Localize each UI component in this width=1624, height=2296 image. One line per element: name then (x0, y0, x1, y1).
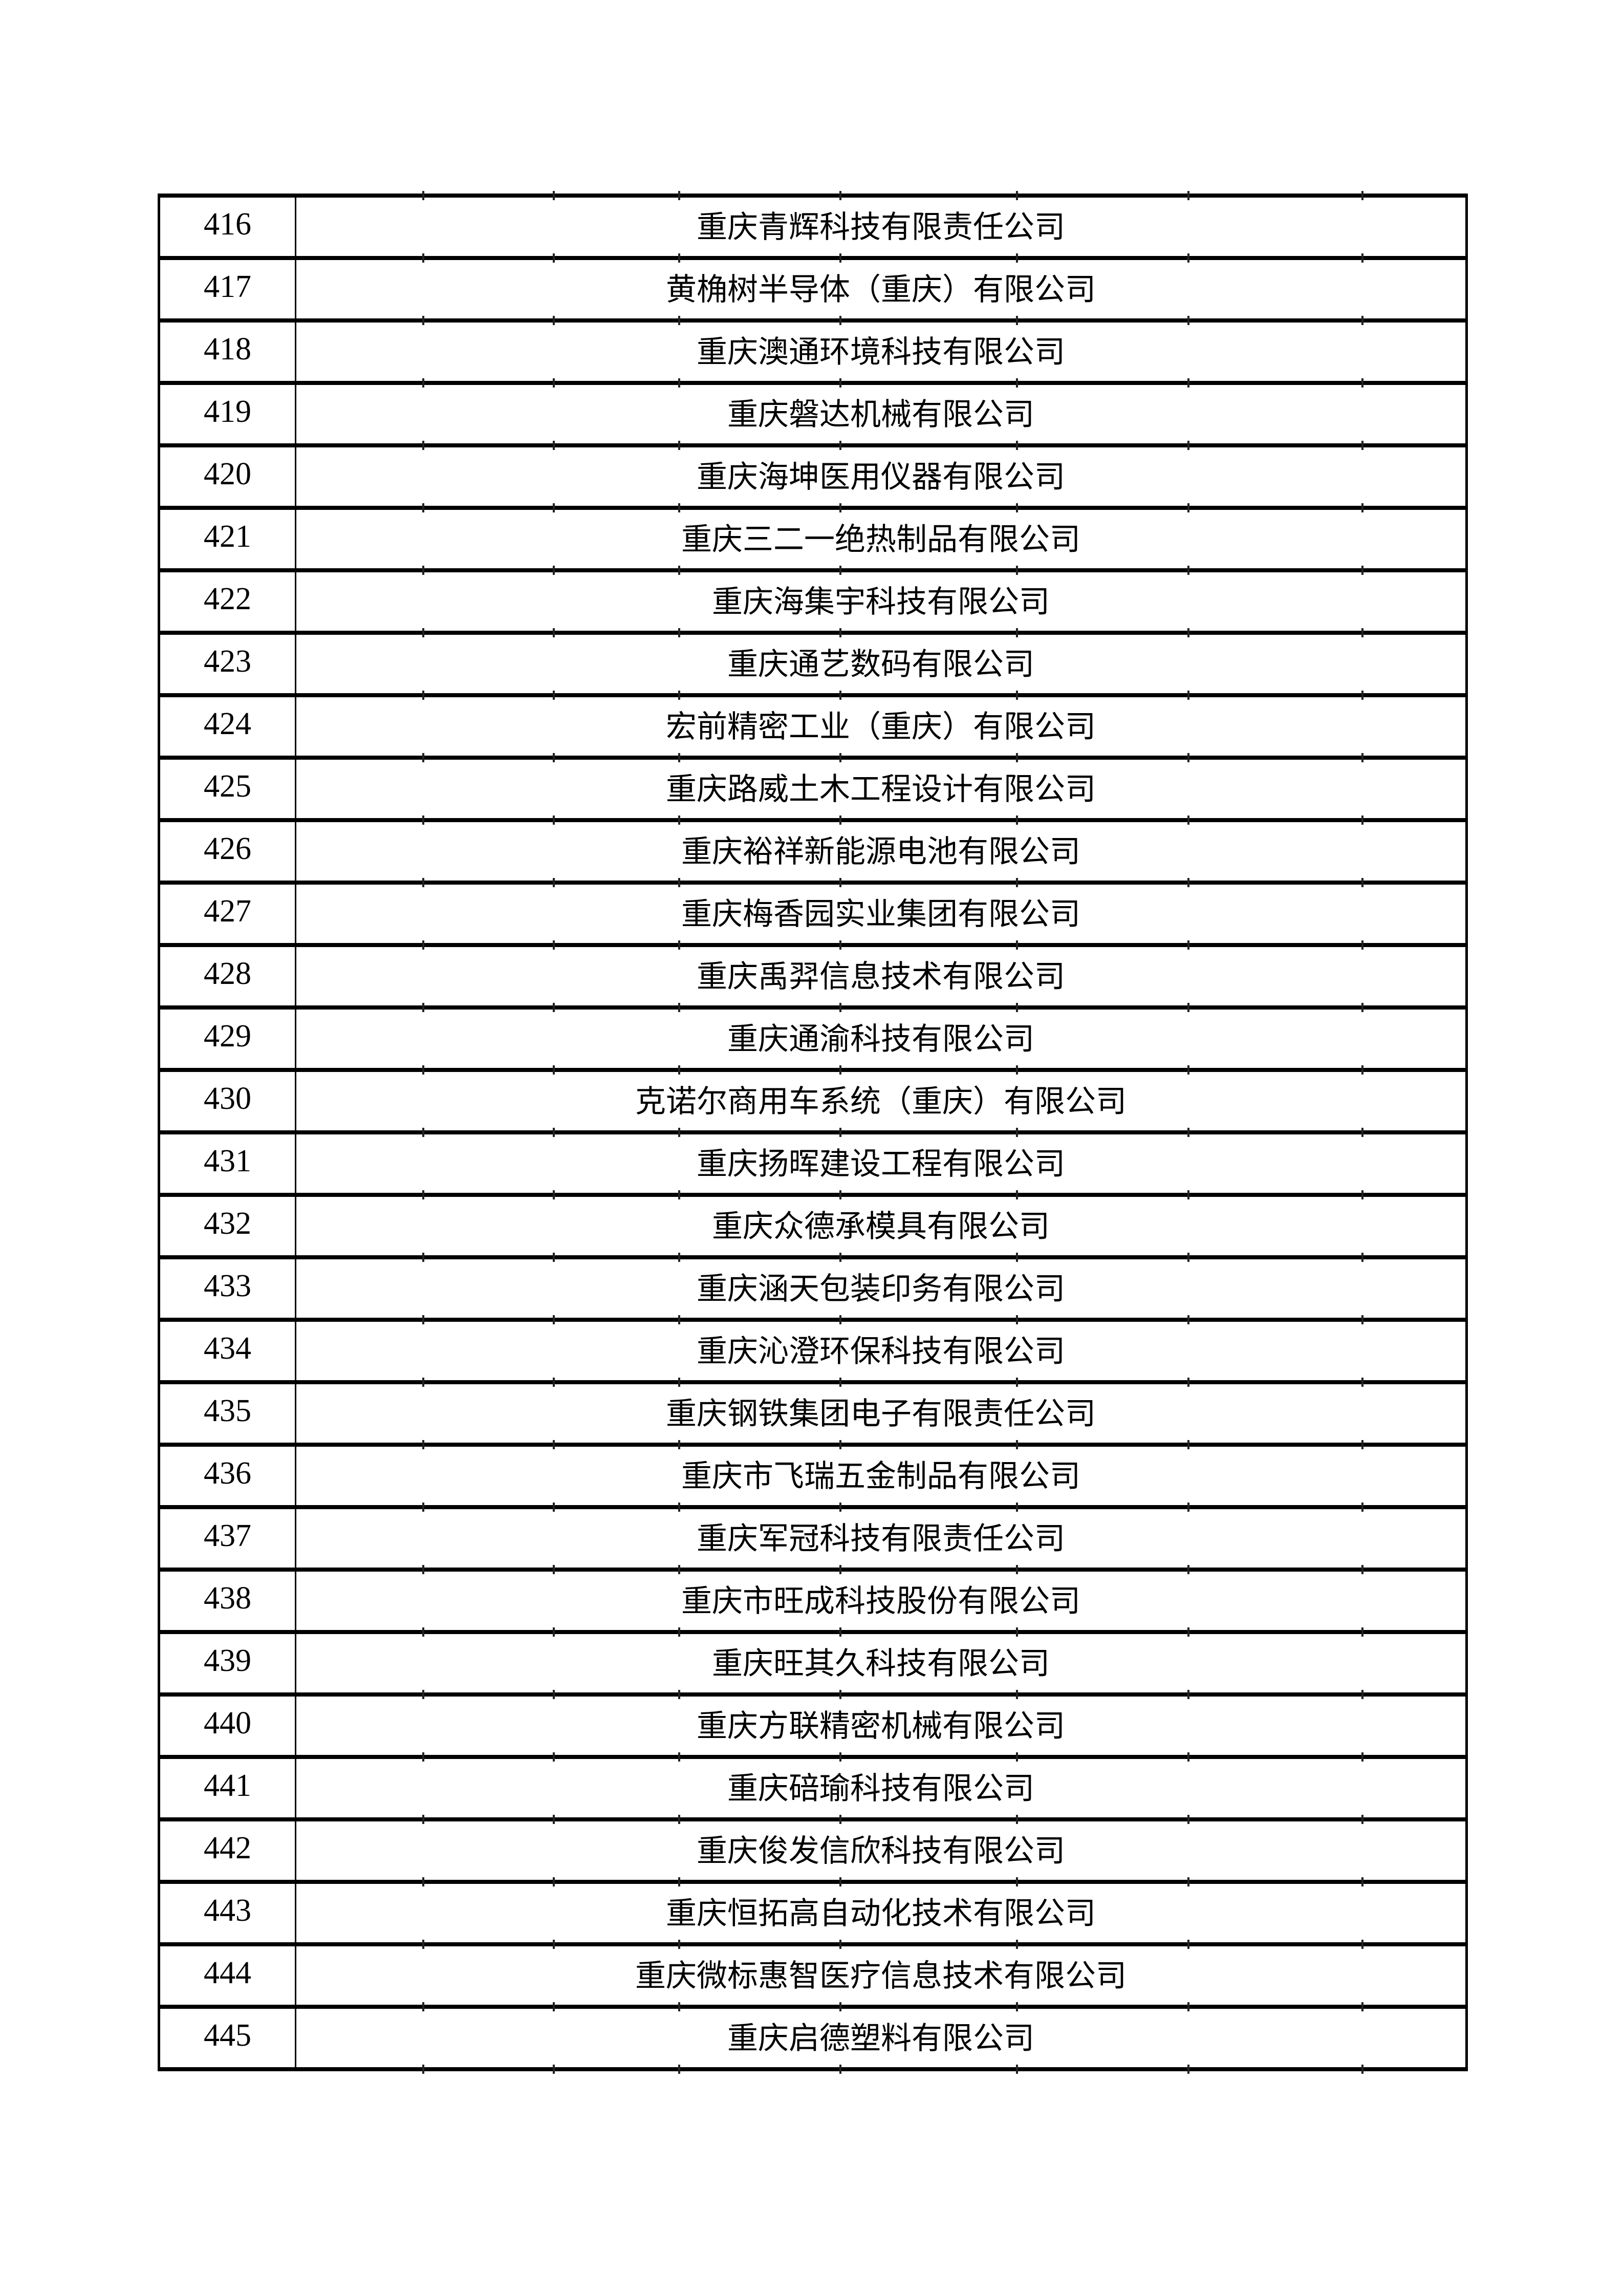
row-number-cell: 436 (160, 1447, 296, 1505)
row-number-cell: 424 (160, 697, 296, 756)
row-number-cell: 423 (160, 635, 296, 693)
table-row: 417 黄桷树半导体（重庆）有限公司 (160, 260, 1465, 325)
row-number-cell: 445 (160, 2009, 296, 2067)
table-row: 418 重庆澳通环境科技有限公司 (160, 323, 1465, 388)
table-row: 422 重庆海集宇科技有限公司 (160, 572, 1465, 637)
company-name-cell: 重庆通艺数码有限公司 (727, 647, 1034, 681)
company-name-cell: 重庆碚瑜科技有限公司 (727, 1771, 1034, 1806)
table-row: 435 重庆钢铁集团电子有限责任公司 (160, 1384, 1465, 1449)
table-row: 433 重庆涵天包装印务有限公司 (160, 1259, 1465, 1324)
company-name-cell: 重庆市飞瑞五金制品有限公司 (681, 1459, 1080, 1493)
row-number-cell: 418 (160, 323, 296, 381)
row-number-cell: 439 (160, 1634, 296, 1692)
table-row: 416 重庆青辉科技有限责任公司 (160, 198, 1465, 263)
table-row: 440 重庆方联精密机械有限公司 (160, 1697, 1465, 1762)
company-name-cell: 重庆涵天包装印务有限公司 (697, 1272, 1065, 1306)
row-number-cell: 438 (160, 1572, 296, 1630)
row-number-cell: 416 (160, 198, 296, 256)
company-name-cell: 黄桷树半导体（重庆）有限公司 (666, 272, 1096, 307)
table-row: 430 克诺尔商用车系统（重庆）有限公司 (160, 1072, 1465, 1137)
table-row: 437 重庆军冠科技有限责任公司 (160, 1509, 1465, 1574)
company-name-cell: 重庆方联精密机械有限公司 (697, 1709, 1065, 1743)
company-name-cell: 重庆市旺成科技股份有限公司 (681, 1584, 1080, 1618)
row-number-cell: 421 (160, 510, 296, 568)
row-number-cell: 422 (160, 572, 296, 631)
row-number-cell: 444 (160, 1946, 296, 2005)
table-row: 439 重庆旺其久科技有限公司 (160, 1634, 1465, 1699)
company-name-cell: 重庆恒拓高自动化技术有限公司 (666, 1896, 1096, 1930)
table-row: 423 重庆通艺数码有限公司 (160, 635, 1465, 700)
row-number-cell: 420 (160, 447, 296, 506)
company-name-cell: 克诺尔商用车系统（重庆）有限公司 (635, 1084, 1127, 1119)
company-name-cell: 重庆澳通环境科技有限公司 (697, 335, 1065, 369)
row-number-cell: 442 (160, 1821, 296, 1880)
company-name-cell: 重庆路威土木工程设计有限公司 (666, 772, 1096, 806)
row-number-cell: 426 (160, 822, 296, 881)
table-row: 427 重庆梅香园实业集团有限公司 (160, 885, 1465, 950)
company-name-cell: 重庆众德承模具有限公司 (712, 1209, 1050, 1243)
table-row: 426 重庆裕祥新能源电池有限公司 (160, 822, 1465, 887)
table-row: 428 重庆禹羿信息技术有限公司 (160, 947, 1465, 1012)
table-row: 431 重庆扬晖建设工程有限公司 (160, 1134, 1465, 1199)
company-name-cell: 重庆裕祥新能源电池有限公司 (681, 834, 1080, 869)
table-row: 436 重庆市飞瑞五金制品有限公司 (160, 1447, 1465, 1512)
company-name-cell: 重庆梅香园实业集团有限公司 (681, 897, 1080, 931)
company-list-table: 416 重庆青辉科技有限责任公司 417 黄桷树半导体（重庆）有限公司 418 … (158, 191, 1468, 2074)
company-name-cell: 重庆磐达机械有限公司 (727, 397, 1034, 432)
company-name-cell: 重庆微标惠智医疗信息技术有限公司 (635, 1959, 1127, 1993)
company-name-cell: 重庆通渝科技有限公司 (727, 1022, 1034, 1056)
company-name-cell: 重庆旺其久科技有限公司 (712, 1646, 1050, 1681)
table-row: 434 重庆沁澄环保科技有限公司 (160, 1322, 1465, 1387)
table-row: 445 重庆启德塑料有限公司 (160, 2009, 1465, 2074)
company-name-cell: 重庆沁澄环保科技有限公司 (697, 1334, 1065, 1368)
table-row: 421 重庆三二一绝热制品有限公司 (160, 510, 1465, 575)
table-row: 424 宏前精密工业（重庆）有限公司 (160, 697, 1465, 762)
table-row: 438 重庆市旺成科技股份有限公司 (160, 1572, 1465, 1637)
table-row: 432 重庆众德承模具有限公司 (160, 1197, 1465, 1262)
row-number-cell: 432 (160, 1197, 296, 1255)
company-name-cell: 重庆俊发信欣科技有限公司 (697, 1834, 1065, 1868)
row-number-cell: 431 (160, 1134, 296, 1193)
table-row: 442 重庆俊发信欣科技有限公司 (160, 1821, 1465, 1886)
table-row: 429 重庆通渝科技有限公司 (160, 1010, 1465, 1075)
company-name-cell: 重庆钢铁集团电子有限责任公司 (666, 1397, 1096, 1431)
company-name-cell: 重庆青辉科技有限责任公司 (697, 210, 1065, 244)
table-row: 420 重庆海坤医用仪器有限公司 (160, 447, 1465, 512)
row-number-cell: 427 (160, 885, 296, 943)
company-name-cell: 重庆海集宇科技有限公司 (712, 585, 1050, 619)
row-number-cell: 440 (160, 1697, 296, 1755)
company-name-cell: 重庆军冠科技有限责任公司 (697, 1521, 1065, 1556)
row-number-cell: 435 (160, 1384, 296, 1443)
row-number-cell: 437 (160, 1509, 296, 1568)
company-name-cell: 重庆海坤医用仪器有限公司 (697, 460, 1065, 494)
row-number-cell: 430 (160, 1072, 296, 1130)
company-name-cell: 重庆启德塑料有限公司 (727, 2021, 1034, 2055)
row-number-cell: 428 (160, 947, 296, 1005)
table-row: 443 重庆恒拓高自动化技术有限公司 (160, 1884, 1465, 1949)
table-row: 441 重庆碚瑜科技有限公司 (160, 1759, 1465, 1824)
company-name-cell: 宏前精密工业（重庆）有限公司 (666, 710, 1096, 744)
table-row: 425 重庆路威土木工程设计有限公司 (160, 760, 1465, 825)
table-row: 444 重庆微标惠智医疗信息技术有限公司 (160, 1946, 1465, 2011)
row-number-cell: 433 (160, 1259, 296, 1318)
row-number-cell: 429 (160, 1010, 296, 1068)
row-number-cell: 419 (160, 385, 296, 443)
row-number-cell: 434 (160, 1322, 296, 1380)
row-number-cell: 443 (160, 1884, 296, 1942)
row-number-cell: 425 (160, 760, 296, 818)
row-number-cell: 441 (160, 1759, 296, 1817)
row-number-cell: 417 (160, 260, 296, 318)
company-name-cell: 重庆扬晖建设工程有限公司 (697, 1147, 1065, 1181)
company-name-cell: 重庆禹羿信息技术有限公司 (697, 959, 1065, 994)
company-name-cell: 重庆三二一绝热制品有限公司 (681, 522, 1080, 556)
table-row: 419 重庆磐达机械有限公司 (160, 385, 1465, 450)
